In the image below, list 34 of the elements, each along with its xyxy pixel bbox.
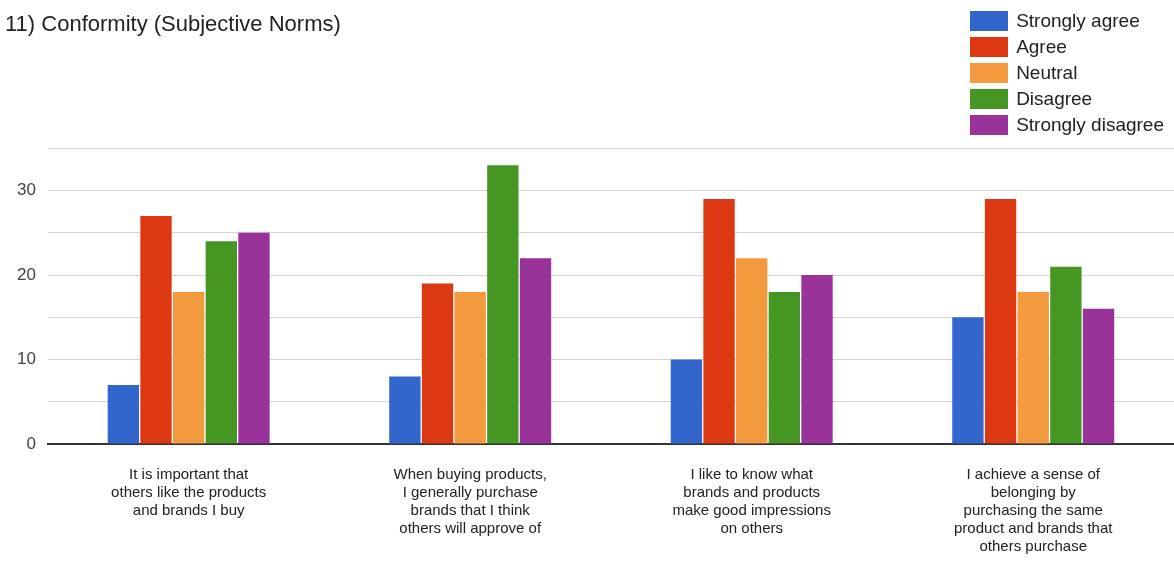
legend-label: Agree (1016, 35, 1067, 59)
bar (984, 199, 1017, 444)
y-tick-label: 30 (16, 180, 36, 200)
bar (801, 275, 833, 444)
bar (703, 199, 735, 444)
bar (952, 317, 984, 444)
bar (670, 359, 703, 444)
bar (768, 291, 801, 444)
y-tick-label: 0 (26, 433, 36, 453)
x-tick-label: I like to know what brands and products make good impressions on others (672, 465, 831, 537)
bar (736, 258, 768, 444)
bar (389, 376, 421, 444)
bar (454, 291, 486, 444)
bar (1017, 291, 1049, 444)
legend-label: Neutral (1016, 61, 1078, 85)
bar (421, 283, 454, 444)
y-tick-label: 20 (16, 264, 36, 284)
legend-label: Strongly agree (1016, 9, 1140, 33)
y-tick-label: 10 (16, 349, 36, 369)
bar (173, 291, 205, 444)
x-tick-label: When buying products, I generally purchase brands that I think others will approve of (393, 465, 547, 537)
legend-label: Disagree (1016, 87, 1093, 111)
bar (238, 232, 270, 444)
bar (140, 215, 172, 444)
x-tick-label: I achieve a sense of belonging by purchasing the same product and brands that others purchase (954, 465, 1114, 555)
bar (205, 241, 237, 444)
bar (1082, 308, 1115, 444)
legend-label: Strongly disagree (1016, 113, 1164, 137)
bar (1050, 266, 1082, 444)
chart-title: 11) Conformity (Subjective Norms) (5, 11, 341, 37)
bar (107, 384, 140, 444)
bar (519, 258, 552, 444)
x-tick-label: It is important that others like the products and brands I buy (111, 465, 267, 519)
bar (487, 165, 519, 444)
